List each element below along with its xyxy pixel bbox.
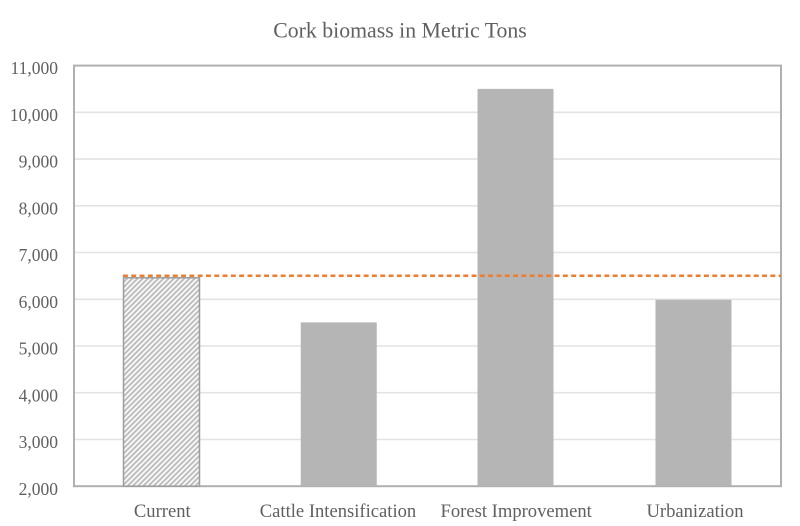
svg-text:Current: Current bbox=[134, 501, 192, 522]
svg-text:Urbanization: Urbanization bbox=[646, 501, 744, 522]
svg-text:2,000: 2,000 bbox=[19, 479, 59, 499]
svg-text:Cork biomass in Metric Tons: Cork biomass in Metric Tons bbox=[273, 19, 527, 43]
svg-text:Forest Improvement: Forest Improvement bbox=[441, 501, 593, 522]
svg-text:5,000: 5,000 bbox=[19, 339, 59, 359]
svg-text:10,000: 10,000 bbox=[10, 105, 58, 125]
svg-text:8,000: 8,000 bbox=[19, 198, 59, 218]
svg-text:4,000: 4,000 bbox=[19, 385, 59, 405]
svg-text:7,000: 7,000 bbox=[19, 245, 59, 265]
svg-text:6,000: 6,000 bbox=[19, 292, 59, 312]
svg-text:3,000: 3,000 bbox=[19, 432, 59, 452]
svg-text:11,000: 11,000 bbox=[11, 58, 59, 78]
svg-text:Cattle Intensification: Cattle Intensification bbox=[260, 501, 417, 522]
svg-text:9,000: 9,000 bbox=[19, 152, 59, 172]
